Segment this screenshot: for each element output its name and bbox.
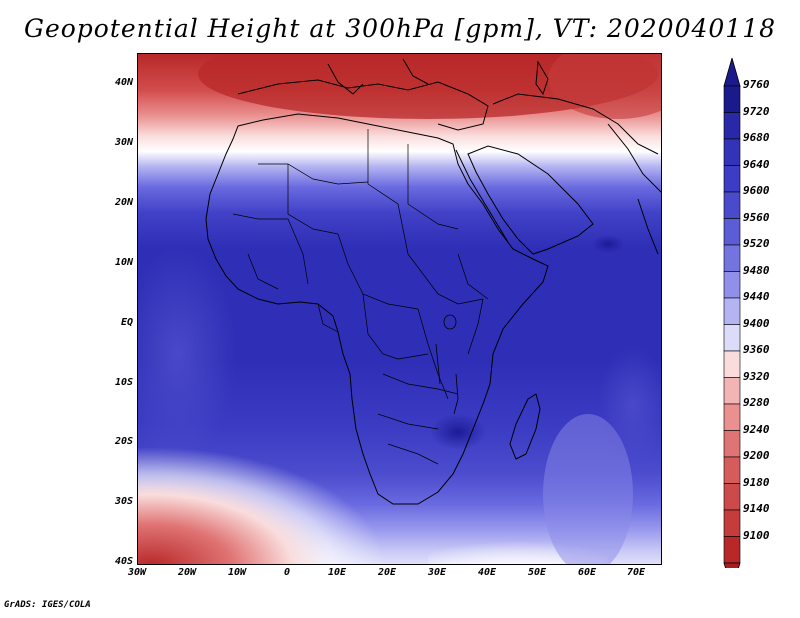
colorbar-tick-label: 9400	[743, 316, 770, 330]
lon-label: 40E	[477, 567, 497, 578]
colorbar-tick-label: 9360	[743, 343, 770, 356]
lon-label: 60E	[577, 567, 597, 578]
colorbar-segment	[723, 509, 741, 537]
colorbar-tick-label: 9280	[743, 396, 770, 409]
colorbar-tick-label: 9680	[743, 131, 770, 144]
colorbar-tick-label: 9560	[743, 210, 770, 224]
colorbar-tick-label: 9240	[743, 422, 770, 436]
lat-label: 10S	[114, 377, 133, 388]
map-panel	[137, 53, 662, 565]
colorbar-tick-label: 9320	[743, 369, 770, 383]
lat-label: 40N	[114, 77, 133, 88]
colorbar-tick-label: 9440	[743, 290, 770, 303]
colorbar-segment	[723, 297, 741, 325]
colorbar-segment	[723, 536, 741, 564]
lakes	[435, 314, 459, 415]
credit-text: GrADS: IGES/COLA	[4, 600, 91, 610]
lon-label: 20E	[377, 567, 397, 578]
lon-label: 30W	[127, 567, 147, 578]
lon-label: 50E	[527, 567, 547, 578]
colorbar-segment	[723, 403, 741, 431]
colorbar-segment	[723, 85, 741, 113]
colorbar-segment	[723, 191, 741, 219]
lat-label: 30S	[114, 496, 133, 507]
colorbar-segment	[723, 165, 741, 193]
colorbar-segment	[723, 456, 741, 484]
lon-label: 30E	[427, 567, 447, 578]
colorbar-tick-label: 9600	[743, 184, 770, 197]
lon-label: 0	[283, 567, 291, 578]
lon-label: 70E	[626, 567, 646, 578]
lat-label: EQ	[120, 317, 133, 328]
lon-label: 10W	[227, 567, 247, 578]
colorbar-segment	[723, 377, 741, 405]
colorbar-tick-label: 9140	[743, 502, 770, 515]
colorbar-segment	[723, 138, 741, 166]
colorbar-tick-label: 9640	[743, 157, 770, 171]
colorbar-tick-label: 9100	[743, 528, 770, 542]
colorbar-segment	[723, 271, 741, 299]
map-title: Geopotential Height at 300hPa [gpm], VT:…	[23, 14, 777, 43]
colorbar-segment	[723, 112, 741, 140]
colorbar-segment	[723, 350, 741, 378]
colorbar-tick-label: 9760	[743, 78, 770, 91]
colorbar-segment	[723, 324, 741, 352]
colorbar-tick-label: 9520	[743, 237, 770, 250]
lat-label: 40S	[114, 556, 133, 567]
colorbar-segment	[723, 218, 741, 246]
colorbar-segment	[723, 483, 741, 511]
lat-label: 30N	[114, 137, 133, 148]
colorbar-segment	[723, 430, 741, 458]
country-borders	[232, 129, 489, 465]
lat-label: 10N	[114, 257, 133, 268]
colorbar-tick-label: 9180	[743, 475, 770, 489]
map-field	[138, 54, 661, 564]
lon-label: 20W	[177, 567, 197, 578]
colorbar-bottom-arrow	[723, 562, 741, 568]
lon-label: 10E	[327, 567, 347, 578]
lat-label: 20S	[114, 436, 133, 447]
colorbar	[723, 58, 741, 568]
colorbar-segment	[723, 244, 741, 272]
lat-label: 20N	[114, 197, 133, 208]
coastlines	[205, 58, 661, 505]
colorbar-tick-label: 9720	[743, 104, 770, 118]
colorbar-tick-label: 9480	[743, 263, 770, 277]
colorbar-top-arrow	[723, 58, 741, 87]
colorbar-tick-label: 9200	[743, 449, 770, 462]
